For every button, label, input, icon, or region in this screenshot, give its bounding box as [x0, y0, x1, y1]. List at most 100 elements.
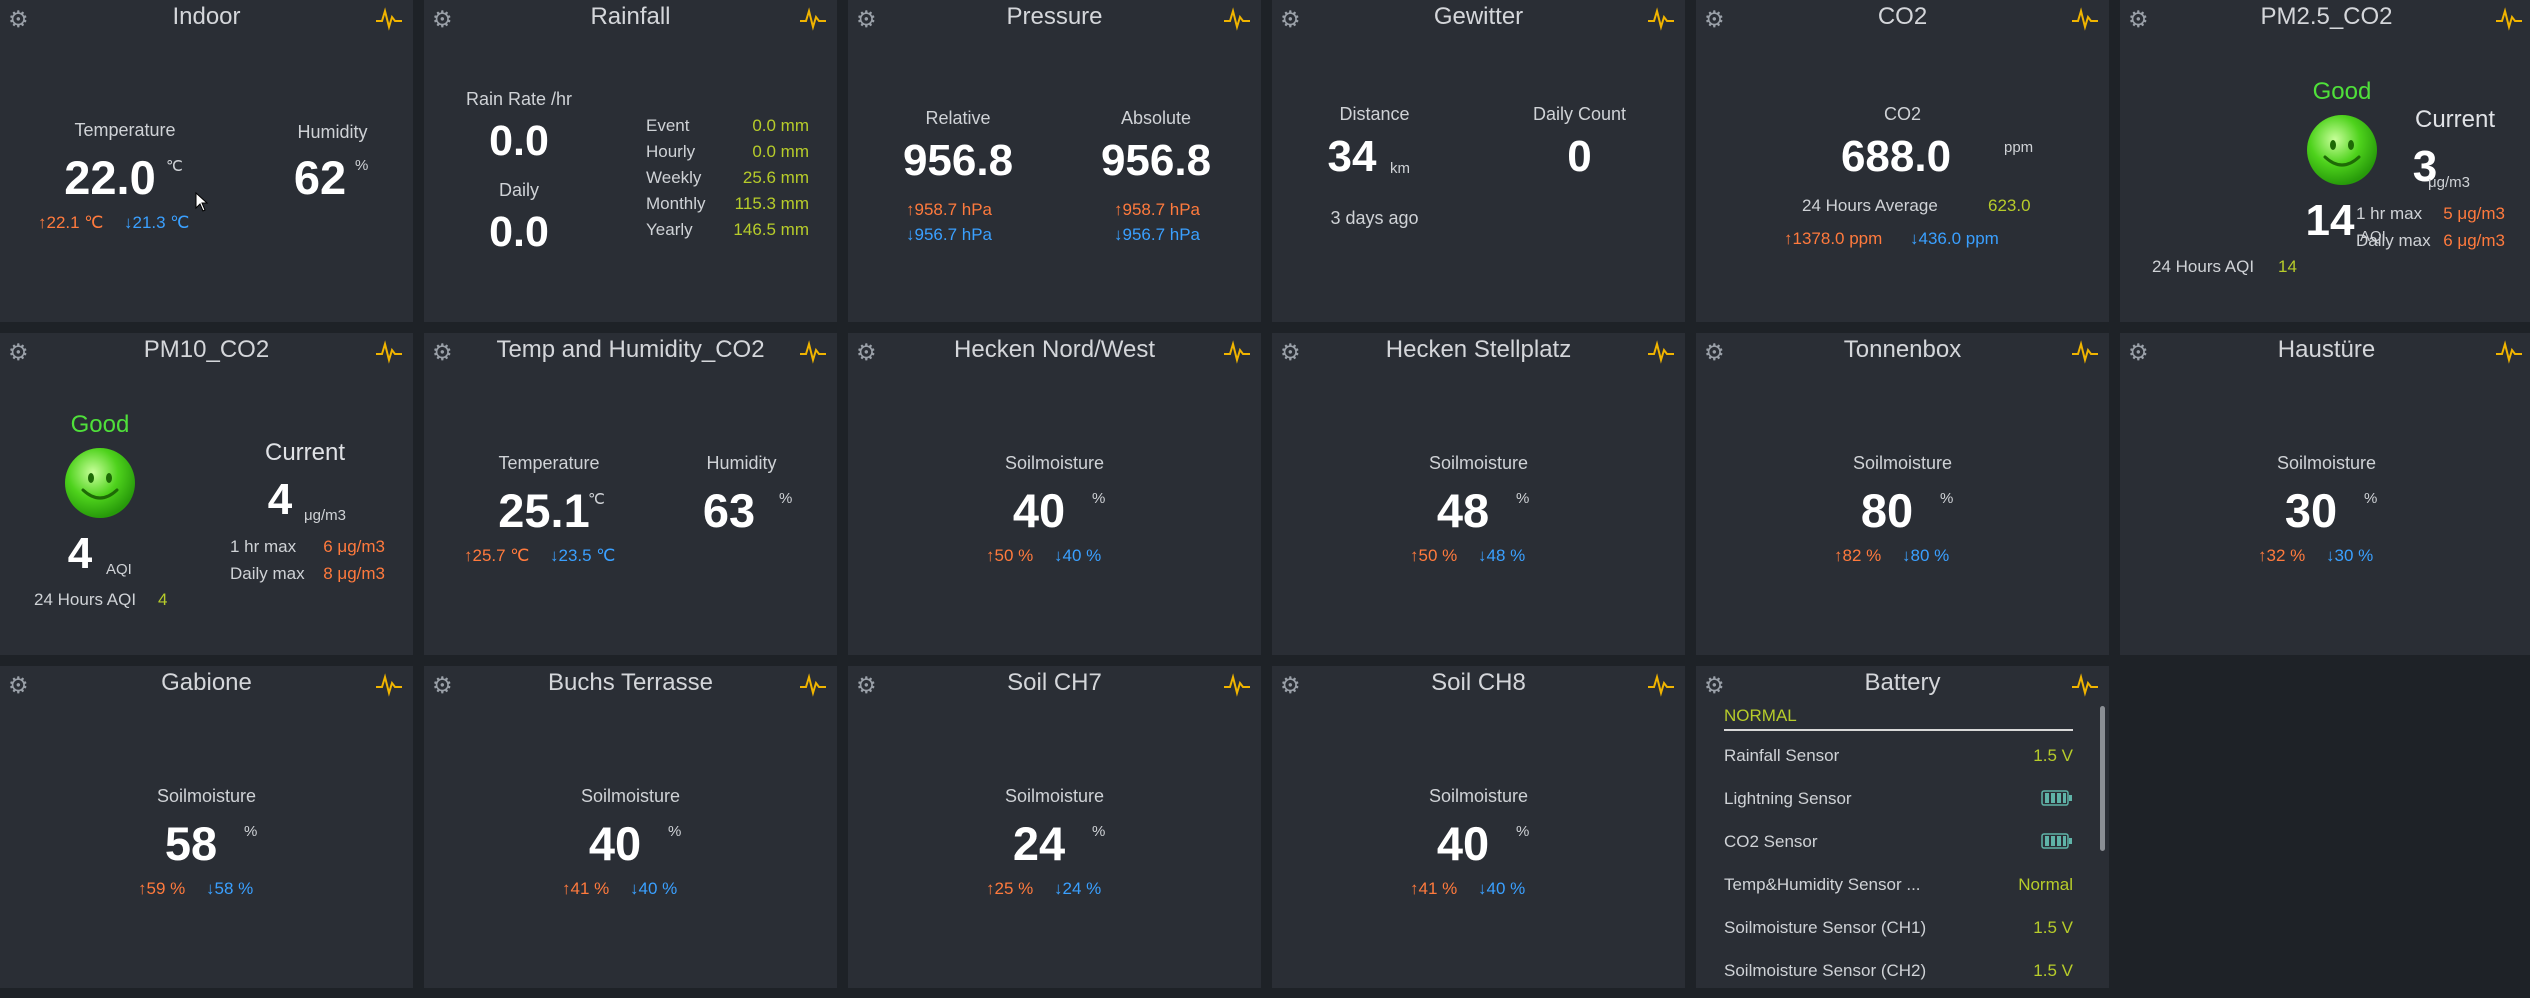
gear-icon[interactable]: ⚙ — [8, 339, 29, 365]
soilmoisture-label: Soilmoisture — [1428, 453, 1529, 473]
gear-icon[interactable]: ⚙ — [856, 6, 877, 32]
scrollbar-thumb[interactable] — [2100, 706, 2105, 851]
pulse-chart-icon[interactable] — [2071, 7, 2099, 31]
aqi-unit: AQI — [106, 561, 132, 578]
pulse-chart-icon[interactable] — [375, 7, 403, 31]
rain-rate-label: Rain Rate /hr — [465, 89, 573, 109]
pulse-chart-icon[interactable] — [799, 673, 827, 697]
gear-icon[interactable]: ⚙ — [2128, 6, 2149, 32]
co2-label: CO2 — [1883, 104, 1921, 124]
pulse-chart-icon[interactable] — [2071, 673, 2099, 697]
soilmoisture-low: ↓48 % — [1478, 546, 1526, 565]
card-title: Soil CH7 — [1007, 669, 1102, 696]
card-soil-hecken-stellplatz: ⚙ Hecken Stellplatz Soilmoisture 48 % ↑5… — [1272, 333, 1685, 655]
battery-sensor-label: Lightning Sensor — [1724, 789, 1852, 808]
battery-sensor-value: Normal — [2018, 875, 2073, 894]
pulse-chart-icon[interactable] — [1647, 340, 1675, 364]
gear-icon[interactable]: ⚙ — [1280, 339, 1301, 365]
battery-section-normal: NORMAL — [1724, 706, 2073, 731]
gear-icon[interactable]: ⚙ — [432, 339, 453, 365]
soilmoisture-label: Soilmoisture — [1428, 786, 1529, 806]
rain-stat-label: Monthly — [646, 194, 706, 213]
soilmoisture-value: 48 — [1436, 484, 1490, 537]
current-label: Current — [2414, 106, 2496, 133]
soilmoisture-unit: % — [1516, 823, 1530, 840]
absolute-high: ↑958.7 hPa — [1114, 200, 1201, 219]
card-title: Temp and Humidity_CO2 — [496, 336, 765, 363]
air-quality-status: Good — [2312, 78, 2372, 105]
pulse-chart-icon[interactable] — [2495, 340, 2523, 364]
humidity-label: Humidity — [706, 453, 777, 473]
battery-sensor-label: Temp&Humidity Sensor ... — [1724, 875, 1921, 894]
soilmoisture-low: ↓24 % — [1054, 879, 1102, 898]
mouse-cursor-icon — [195, 192, 209, 212]
battery-row: Soilmoisture Sensor (CH2) 1.5 V — [1724, 961, 2073, 981]
card-soil-ch8: ⚙ Soil CH8 Soilmoisture 40 % ↑41 % ↓40 % — [1272, 666, 1685, 988]
card-co2: ⚙ CO2 CO2 688.0 ppm 24 Hours Average 623… — [1696, 0, 2109, 322]
gear-icon[interactable]: ⚙ — [432, 672, 453, 698]
pulse-chart-icon[interactable] — [799, 7, 827, 31]
gear-icon[interactable]: ⚙ — [432, 6, 453, 32]
card-indoor: ⚙ Indoor Temperature 22.0 ℃ ↑22.1 ℃ ↓21.… — [0, 0, 413, 322]
gear-icon[interactable]: ⚙ — [2128, 339, 2149, 365]
air-quality-status: Good — [70, 411, 130, 438]
battery-row: Lightning Sensor — [1724, 789, 2073, 809]
rain-stat-value: 0.0 mm — [752, 142, 809, 161]
aqi-24h-label: 24 Hours AQI — [2152, 257, 2255, 276]
soilmoisture-value: 80 — [1860, 484, 1914, 537]
card-soil-hecken-nordwest: ⚙ Hecken Nord/West Soilmoisture 40 % ↑50… — [848, 333, 1261, 655]
gear-icon[interactable]: ⚙ — [1704, 672, 1725, 698]
humidity-value: 62 — [293, 151, 347, 204]
pulse-chart-icon[interactable] — [1647, 673, 1675, 697]
gear-icon[interactable]: ⚙ — [1704, 339, 1725, 365]
pulse-chart-icon[interactable] — [1223, 673, 1251, 697]
gear-icon[interactable]: ⚙ — [1280, 672, 1301, 698]
soilmoisture-value: 40 — [588, 817, 642, 870]
soilmoisture-label: Soilmoisture — [2276, 453, 2377, 473]
current-label: Current — [264, 439, 346, 466]
last-strike-time: 3 days ago — [1330, 208, 1419, 228]
distance-label: Distance — [1339, 104, 1410, 124]
hour-max-value: 6 μg/m3 — [323, 537, 385, 556]
gear-icon[interactable]: ⚙ — [8, 6, 29, 32]
battery-row: Soilmoisture Sensor (CH1) 1.5 V — [1724, 918, 2073, 938]
temperature-unit: ℃ — [588, 491, 605, 508]
gear-icon[interactable]: ⚙ — [8, 672, 29, 698]
gear-icon[interactable]: ⚙ — [856, 672, 877, 698]
card-title: PM2.5_CO2 — [2260, 3, 2393, 30]
current-unit: μg/m3 — [304, 507, 346, 524]
pulse-chart-icon[interactable] — [2071, 340, 2099, 364]
card-pm25: ⚙ PM2.5_CO2 Good 14 AQI 24 Hours AQI 14 … — [2120, 0, 2530, 322]
battery-sensor-label: Soilmoisture Sensor (CH1) — [1724, 918, 1927, 937]
gear-icon[interactable]: ⚙ — [856, 339, 877, 365]
pulse-chart-icon[interactable] — [375, 673, 403, 697]
soilmoisture-high: ↑41 % — [1410, 879, 1458, 898]
current-value: 4 — [267, 475, 293, 524]
pulse-chart-icon[interactable] — [1223, 7, 1251, 31]
daily-max-label: Daily max — [2356, 231, 2431, 250]
pulse-chart-icon[interactable] — [375, 340, 403, 364]
humidity-value: 63 — [702, 484, 756, 537]
co2-value: 688.0 — [1840, 132, 1952, 181]
battery-full-icon — [2041, 833, 2072, 849]
rain-stat-value: 146.5 mm — [733, 220, 809, 239]
temperature-value: 25.1 — [498, 484, 590, 537]
soilmoisture-value: 58 — [164, 817, 218, 870]
pulse-chart-icon[interactable] — [2495, 7, 2523, 31]
daily-label: Daily — [498, 180, 539, 200]
aqi-unit: AQI — [2360, 228, 2386, 245]
pulse-chart-icon[interactable] — [1223, 340, 1251, 364]
pulse-chart-icon[interactable] — [799, 340, 827, 364]
daily-max-value: 6 μg/m3 — [2443, 231, 2505, 250]
card-title: CO2 — [1877, 3, 1928, 30]
battery-sensor-label: CO2 Sensor — [1724, 832, 1818, 851]
battery-sensor-value: 1.5 V — [2033, 746, 2073, 765]
gear-icon[interactable]: ⚙ — [1280, 6, 1301, 32]
card-soil-buchs-terrasse: ⚙ Buchs Terrasse Soilmoisture 40 % ↑41 %… — [424, 666, 837, 988]
gear-icon[interactable]: ⚙ — [1704, 6, 1725, 32]
card-soil-ch7: ⚙ Soil CH7 Soilmoisture 24 % ↑25 % ↓24 % — [848, 666, 1261, 988]
battery-scrollbar[interactable] — [2100, 706, 2105, 988]
card-title: Tonnenbox — [1843, 336, 1962, 363]
pulse-chart-icon[interactable] — [1647, 7, 1675, 31]
soilmoisture-unit: % — [1516, 490, 1530, 507]
